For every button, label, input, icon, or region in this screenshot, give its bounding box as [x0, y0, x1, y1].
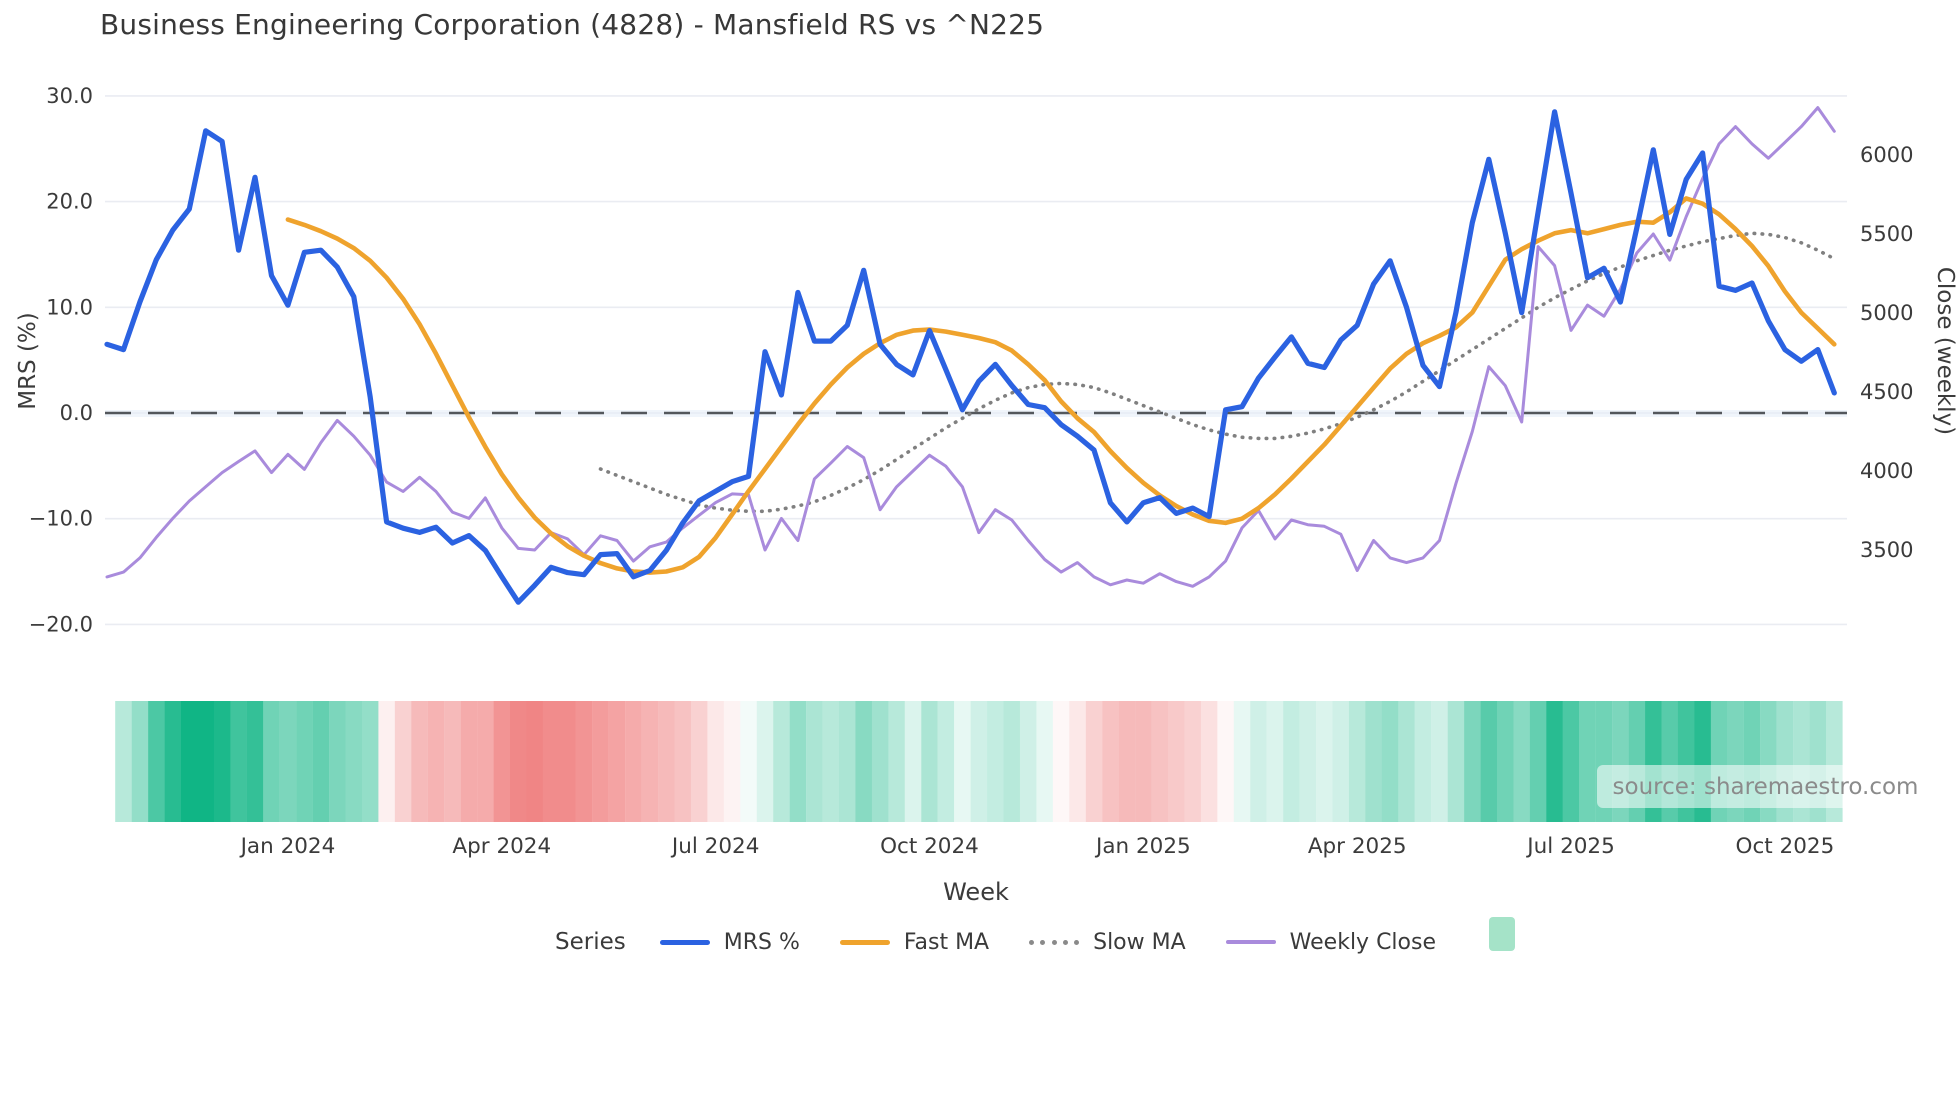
source-watermark: source: sharemaestro.com [1597, 765, 1934, 808]
tick-label: Jan 2024 [239, 834, 336, 859]
legend-item-label: Weekly Close [1289, 929, 1437, 955]
tick-label: 0.0 [60, 401, 93, 425]
tick-label: Jan 2025 [1094, 834, 1191, 859]
fast-ma-line-icon [839, 939, 890, 945]
tick-label: Jul 2024 [670, 834, 760, 859]
tick-label: −10.0 [29, 507, 93, 531]
x-axis-title: Week [943, 878, 1009, 906]
source-watermark-text: source: sharemaestro.com [1612, 773, 1919, 800]
legend-item-label: Fast MA [903, 929, 990, 955]
tick-label: 5000 [1860, 301, 1913, 325]
legend-title: Series [555, 929, 626, 955]
legend-item-label: Slow MA [1093, 929, 1186, 955]
tick-label: −20.0 [29, 612, 93, 636]
tick-label: Oct 2025 [1736, 834, 1835, 859]
tick-label: 5500 [1860, 222, 1913, 246]
tick-label: Oct 2024 [880, 834, 979, 859]
heat-strip-swatch-icon [1489, 917, 1515, 951]
tick-label: 3500 [1860, 538, 1913, 562]
legend-item-fast-ma: Fast MA [839, 929, 990, 955]
tick-label: Apr 2025 [1308, 834, 1407, 859]
tick-label: 20.0 [46, 190, 93, 214]
tick-label: 6000 [1860, 143, 1913, 167]
legend: Series MRS % Fast MA Slow MA Weekly Clos… [555, 922, 1476, 962]
tick-label: 4500 [1860, 380, 1913, 404]
tick-label: 4000 [1860, 459, 1913, 483]
mrs-line-icon [659, 939, 710, 945]
weekly-close-line-icon [1225, 940, 1276, 944]
tick-label: 10.0 [46, 295, 93, 319]
legend-item-mrs: MRS % [659, 929, 800, 955]
chart-title: Business Engineering Corporation (4828) … [100, 8, 1045, 41]
legend-item-weekly-close: Weekly Close [1225, 929, 1437, 955]
legend-item-slow-ma: Slow MA [1029, 930, 1186, 955]
legend-item-label: MRS % [723, 929, 800, 955]
tick-label: 30.0 [46, 84, 93, 108]
tick-label: Jul 2025 [1525, 834, 1615, 859]
slow-ma-dotted-line-icon [1029, 939, 1080, 945]
tick-label: Apr 2024 [452, 834, 551, 859]
